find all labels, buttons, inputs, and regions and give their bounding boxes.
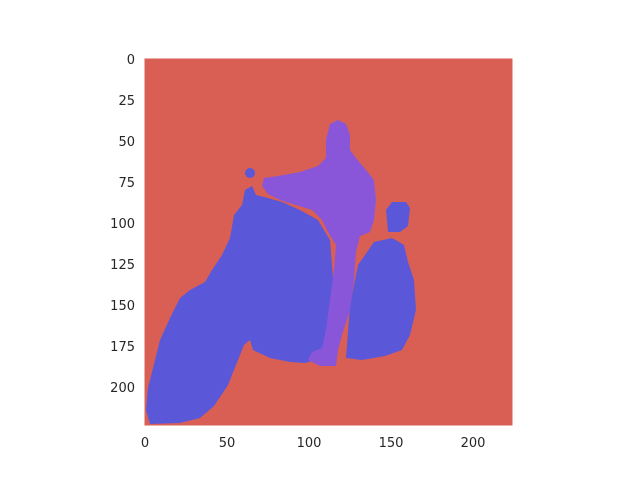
y-tick-label: 50	[118, 135, 135, 150]
y-tick-label: 25	[118, 94, 135, 109]
y-tick-label: 0	[127, 53, 135, 68]
axes-frame	[143, 57, 514, 427]
x-axis: 0 50 100 150 200	[141, 436, 486, 451]
y-tick-label: 150	[110, 299, 135, 314]
y-tick-label: 175	[110, 340, 135, 355]
y-tick-label: 125	[110, 258, 135, 273]
y-tick-label: 100	[110, 217, 135, 232]
vehicle-region-rear	[346, 238, 416, 360]
y-tick-label: 75	[118, 176, 135, 191]
person-region	[262, 120, 376, 366]
y-axis: 0 25 50 75 100 125 150 175 200	[110, 53, 135, 396]
vehicle-region-mirror	[245, 168, 255, 178]
x-tick-label: 200	[461, 436, 486, 451]
vehicle-region-box	[386, 202, 410, 232]
y-tick-label: 200	[110, 381, 135, 396]
x-tick-label: 50	[219, 436, 236, 451]
vehicle-region	[146, 186, 334, 424]
x-tick-label: 0	[141, 436, 149, 451]
segmentation-mask	[144, 58, 513, 426]
x-tick-label: 100	[297, 436, 322, 451]
x-tick-label: 150	[379, 436, 404, 451]
